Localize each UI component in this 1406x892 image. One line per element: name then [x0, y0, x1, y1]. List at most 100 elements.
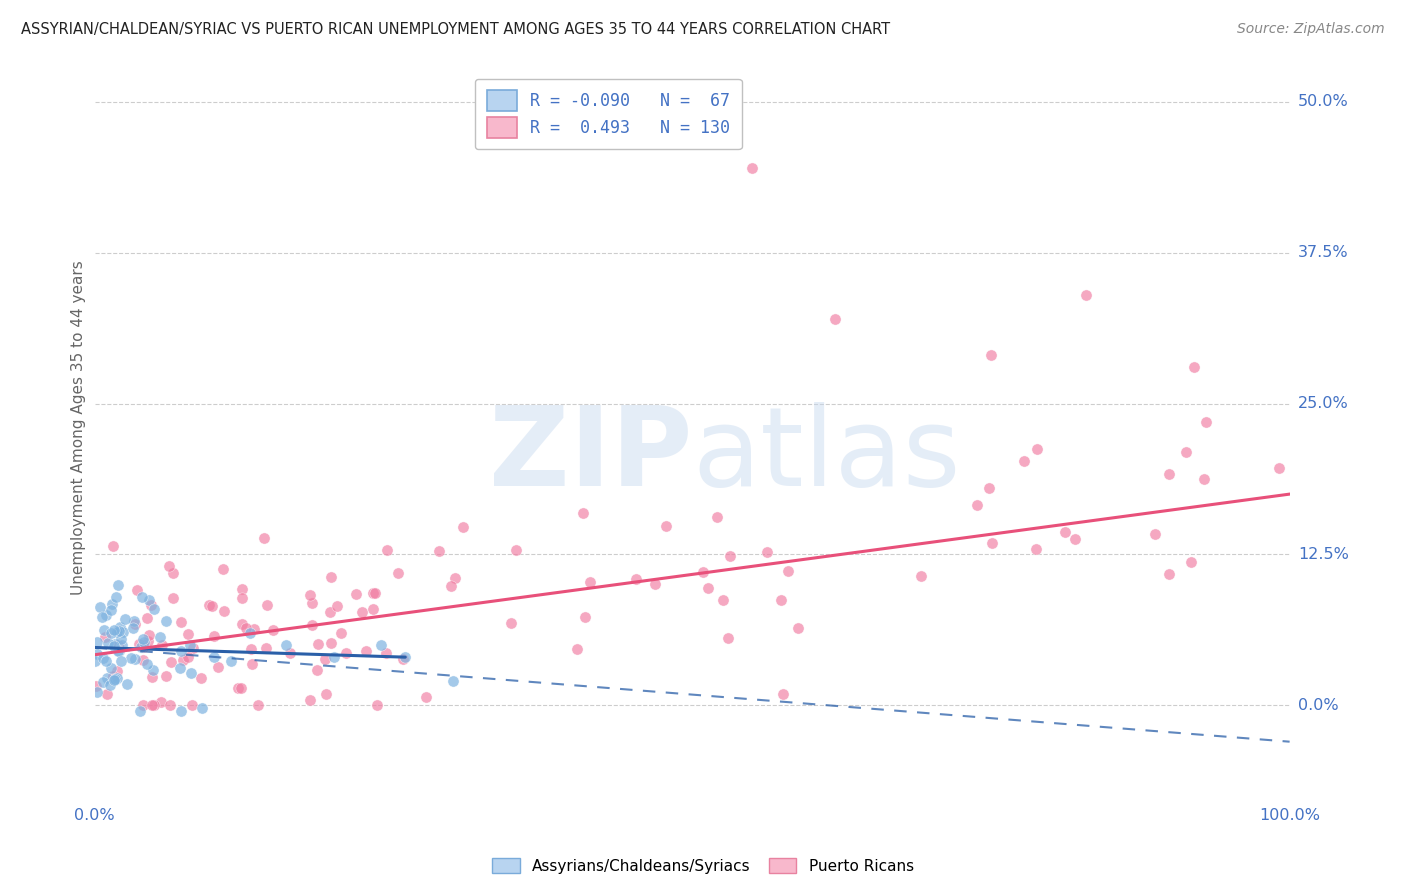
- Point: [141, 598, 163, 612]
- Point: [711, 592, 734, 607]
- Point: [692, 565, 714, 579]
- Point: [142, 663, 165, 677]
- Point: [441, 674, 464, 689]
- Point: [132, 640, 155, 654]
- Point: [110, 632, 132, 646]
- Point: [94, 630, 117, 644]
- Point: [98, 678, 121, 692]
- Point: [240, 641, 263, 656]
- Point: [1144, 527, 1167, 541]
- Point: [235, 621, 257, 635]
- Point: [565, 641, 588, 656]
- Point: [1025, 442, 1047, 456]
- Point: [966, 498, 988, 512]
- Point: [120, 650, 142, 665]
- Point: [307, 637, 329, 651]
- Point: [1182, 359, 1205, 374]
- Point: [107, 624, 129, 639]
- Point: [772, 687, 794, 701]
- Point: [1025, 542, 1047, 557]
- Y-axis label: Unemployment Among Ages 35 to 44 years: Unemployment Among Ages 35 to 44 years: [72, 260, 86, 595]
- Point: [1157, 467, 1180, 481]
- Point: [84, 654, 107, 668]
- Point: [181, 641, 204, 656]
- Point: [361, 586, 384, 600]
- Point: [364, 585, 387, 599]
- Point: [201, 599, 224, 614]
- Point: [741, 161, 763, 175]
- Point: [124, 616, 146, 631]
- Point: [103, 640, 125, 654]
- Text: ASSYRIAN/CHALDEAN/SYRIAC VS PUERTO RICAN UNEMPLOYMENT AMONG AGES 35 TO 44 YEARS : ASSYRIAN/CHALDEAN/SYRIAC VS PUERTO RICAN…: [21, 22, 890, 37]
- Point: [103, 673, 125, 687]
- Legend: R = -0.090   N =  67, R =  0.493   N = 130: R = -0.090 N = 67, R = 0.493 N = 130: [475, 78, 742, 150]
- Point: [910, 569, 932, 583]
- Point: [696, 581, 718, 595]
- Point: [322, 650, 344, 665]
- Point: [787, 621, 810, 635]
- Point: [191, 701, 214, 715]
- Text: 0.0%: 0.0%: [75, 808, 115, 823]
- Point: [1180, 555, 1202, 569]
- Point: [110, 654, 132, 668]
- Point: [226, 681, 249, 695]
- Point: [157, 558, 180, 573]
- Point: [136, 657, 159, 671]
- Legend: Assyrians/Chaldeans/Syriacs, Puerto Ricans: Assyrians/Chaldeans/Syriacs, Puerto Rica…: [486, 852, 920, 880]
- Point: [778, 564, 800, 578]
- Point: [86, 685, 108, 699]
- Point: [305, 663, 328, 677]
- Point: [1157, 567, 1180, 582]
- Text: 100.0%: 100.0%: [1260, 808, 1320, 823]
- Point: [179, 638, 201, 652]
- Point: [136, 610, 159, 624]
- Point: [132, 632, 155, 646]
- Point: [394, 650, 416, 665]
- Point: [117, 676, 139, 690]
- Point: [107, 638, 129, 652]
- Point: [770, 593, 793, 607]
- Point: [574, 609, 596, 624]
- Point: [105, 625, 128, 640]
- Point: [755, 545, 778, 559]
- Point: [243, 623, 266, 637]
- Point: [321, 570, 343, 584]
- Point: [440, 579, 463, 593]
- Point: [103, 673, 125, 688]
- Text: atlas: atlas: [692, 402, 960, 509]
- Point: [129, 705, 152, 719]
- Point: [169, 661, 191, 675]
- Point: [162, 591, 184, 605]
- Point: [104, 637, 127, 651]
- Point: [89, 599, 111, 614]
- Point: [579, 574, 602, 589]
- Point: [350, 605, 373, 619]
- Point: [375, 542, 398, 557]
- Point: [717, 631, 740, 645]
- Point: [301, 596, 323, 610]
- Point: [202, 650, 225, 665]
- Point: [262, 624, 284, 638]
- Point: [86, 635, 108, 649]
- Point: [1195, 415, 1218, 429]
- Point: [298, 693, 321, 707]
- Point: [105, 671, 128, 685]
- Point: [315, 687, 337, 701]
- Point: [129, 640, 152, 654]
- Point: [94, 608, 117, 623]
- Point: [134, 635, 156, 649]
- Point: [84, 680, 107, 694]
- Point: [143, 602, 166, 616]
- Point: [86, 648, 108, 662]
- Point: [706, 510, 728, 524]
- Point: [100, 597, 122, 611]
- Point: [824, 312, 846, 326]
- Point: [170, 644, 193, 658]
- Point: [624, 573, 647, 587]
- Text: 50.0%: 50.0%: [1298, 94, 1348, 109]
- Point: [138, 593, 160, 607]
- Point: [278, 646, 301, 660]
- Point: [1064, 533, 1087, 547]
- Point: [392, 652, 415, 666]
- Point: [169, 705, 191, 719]
